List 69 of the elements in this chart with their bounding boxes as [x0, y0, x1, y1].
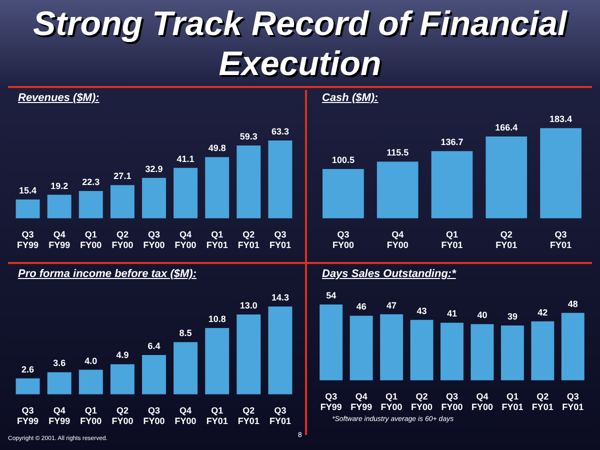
x-tick-label: Q3 FY99 — [17, 229, 39, 250]
data-label: 15.4 — [19, 185, 37, 196]
data-label: 166.4 — [495, 122, 518, 133]
data-label: 42 — [538, 307, 548, 318]
x-tick-label: Q1 FY00 — [80, 405, 102, 426]
x-tick-label: Q3 FY99 — [17, 405, 39, 426]
data-label: 22.3 — [82, 176, 100, 187]
chart-title: Days Sales Outstanding:* — [322, 268, 458, 280]
x-tick-label: Q3 FY01 — [269, 229, 291, 250]
x-tick-label: Q4 FY00 — [174, 229, 196, 250]
x-tick-label: Q4 FY99 — [48, 405, 70, 426]
data-label: 136.7 — [440, 137, 464, 148]
x-tick-label: Q1 FY01 — [206, 405, 228, 426]
x-tick-label: Q3 FY00 — [143, 405, 165, 426]
data-label: 41.1 — [176, 154, 194, 164]
x-tick-label: Q2 FY01 — [238, 405, 260, 426]
data-label: 63.3 — [271, 126, 289, 137]
x-tick-label: Q2 FY01 — [238, 229, 260, 250]
x-tick-label: Q3 FY01 — [550, 229, 572, 250]
data-label: 47 — [386, 300, 397, 310]
data-label: 54 — [326, 290, 336, 300]
data-label: 41 — [446, 308, 458, 319]
data-label: 59.3 — [240, 131, 258, 142]
data-label: 32.9 — [145, 164, 163, 174]
data-label: 2.6 — [22, 364, 34, 374]
data-label: 4.9 — [116, 350, 129, 360]
data-label: 43 — [416, 306, 427, 316]
x-tick-label: Q3 FY00 — [143, 229, 165, 250]
data-label: 3.6 — [53, 358, 66, 368]
data-label: 10.8 — [208, 314, 226, 324]
data-label: 8.5 — [179, 328, 192, 338]
data-label: 46 — [356, 302, 366, 312]
text: Strong Track Record of Financial Execution — [32, 4, 568, 84]
chart-title: Revenues ($M): — [18, 92, 100, 104]
data-label: 40 — [477, 310, 488, 320]
x-tick-label: Q4 FY00 — [174, 405, 196, 426]
data-label: 4.0 — [84, 356, 98, 366]
x-tick-label: Q4 FY99 — [350, 391, 372, 412]
x-tick-label: Q3 FY00 — [441, 391, 463, 412]
x-tick-label: Q3 FY00 — [332, 229, 354, 250]
x-tick-label: Q4 FY99 — [48, 229, 70, 250]
data-label: 19.2 — [50, 180, 68, 191]
x-tick-label: Q4 FY00 — [386, 229, 408, 250]
x-tick-label: Q3 FY99 — [320, 391, 342, 412]
data-label: 48 — [568, 298, 578, 309]
x-tick-label: Q2 FY00 — [411, 391, 433, 412]
x-tick-label: Q1 FY00 — [380, 391, 402, 412]
x-tick-label: Q2 FY00 — [112, 229, 134, 250]
x-tick-label: Q1 FY00 — [80, 229, 102, 250]
x-tick-label: Q3 FY01 — [562, 391, 584, 412]
data-label: 115.5 — [386, 148, 409, 158]
x-tick-label: Q1 FY01 — [441, 229, 463, 250]
chart-title: Cash ($M): — [322, 92, 380, 104]
data-label: 183.4 — [550, 114, 572, 124]
data-label: 14.3 — [271, 292, 289, 302]
x-tick-label: Q2 FY00 — [112, 405, 134, 426]
x-tick-label: Q1 FY01 — [502, 391, 524, 412]
chart-title: Pro forma income before tax ($M): — [18, 268, 198, 280]
x-tick-label: Q4 FY00 — [471, 391, 493, 412]
x-tick-label: Q1 FY01 — [206, 229, 228, 250]
data-label: 13.0 — [240, 300, 258, 310]
data-label: 49.8 — [208, 143, 226, 154]
x-tick-label: Q2 FY01 — [532, 391, 554, 412]
x-tick-label: Q2 FY01 — [496, 229, 518, 250]
data-label: 39 — [507, 312, 518, 322]
x-tick-label: Q3 FY01 — [269, 405, 291, 426]
data-label: 6.4 — [148, 341, 160, 352]
data-label: 100.5 — [332, 154, 354, 165]
data-label: 27.1 — [114, 171, 132, 182]
